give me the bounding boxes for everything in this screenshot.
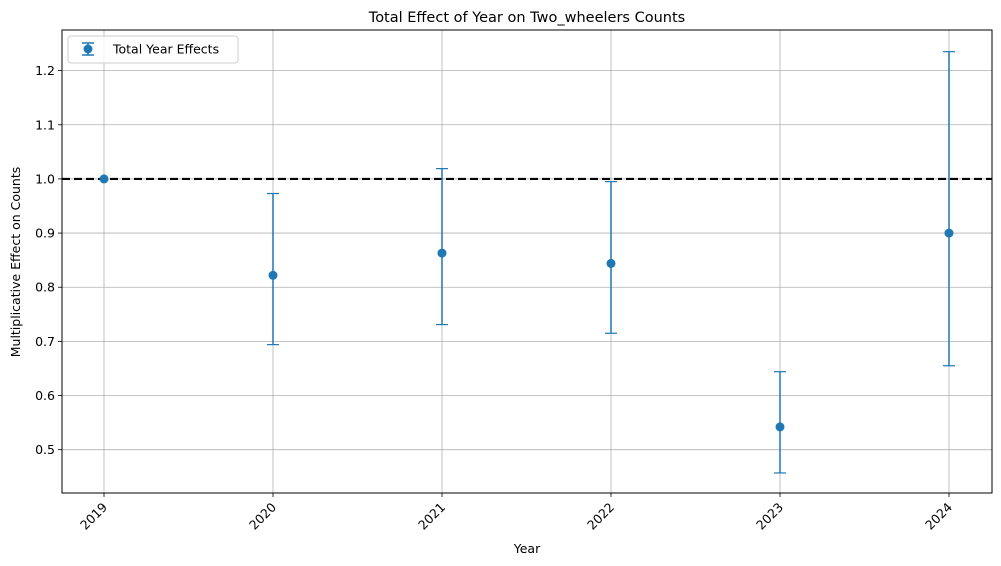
data-layer [99,51,955,474]
chart-title: Total Effect of Year on Two_wheelers Cou… [368,10,685,26]
y-tick-label: 1.2 [35,63,55,78]
ticks: 0.5 0.6 0.7 0.8 0.9 1.0 1.1 1.2 2019 2020 2021 2022… [35,63,955,533]
data-point [268,270,278,280]
grid [62,30,992,493]
legend-label: Total Year Effects [112,42,219,57]
legend: Total Year Effects [67,35,239,64]
y-axis-label: Multiplicative Effect on Counts [8,167,23,358]
legend-box [67,35,239,64]
x-tick-label: 2023 [753,500,786,533]
x-tick-label: 2022 [584,500,617,533]
data-point [775,422,785,432]
x-tick-label: 2024 [922,499,955,532]
x-axis-label: Year [513,541,541,556]
y-tick-label: 1.1 [35,117,55,132]
data-point [944,228,954,238]
plot-frame [61,29,993,494]
y-tick-label: 0.9 [35,226,55,241]
data-point [99,174,109,184]
data-point [437,248,447,258]
y-tick-label: 1.0 [35,171,55,186]
data-point [606,258,616,268]
x-tick-label: 2019 [77,499,110,532]
y-tick-label: 0.5 [35,442,55,457]
y-tick-label: 0.8 [35,280,55,295]
y-tick-label: 0.6 [35,388,55,403]
legend-marker-point [83,44,93,54]
x-tick-label: 2020 [246,499,279,532]
x-tick-label: 2021 [415,500,448,533]
y-tick-label: 0.7 [35,334,55,349]
